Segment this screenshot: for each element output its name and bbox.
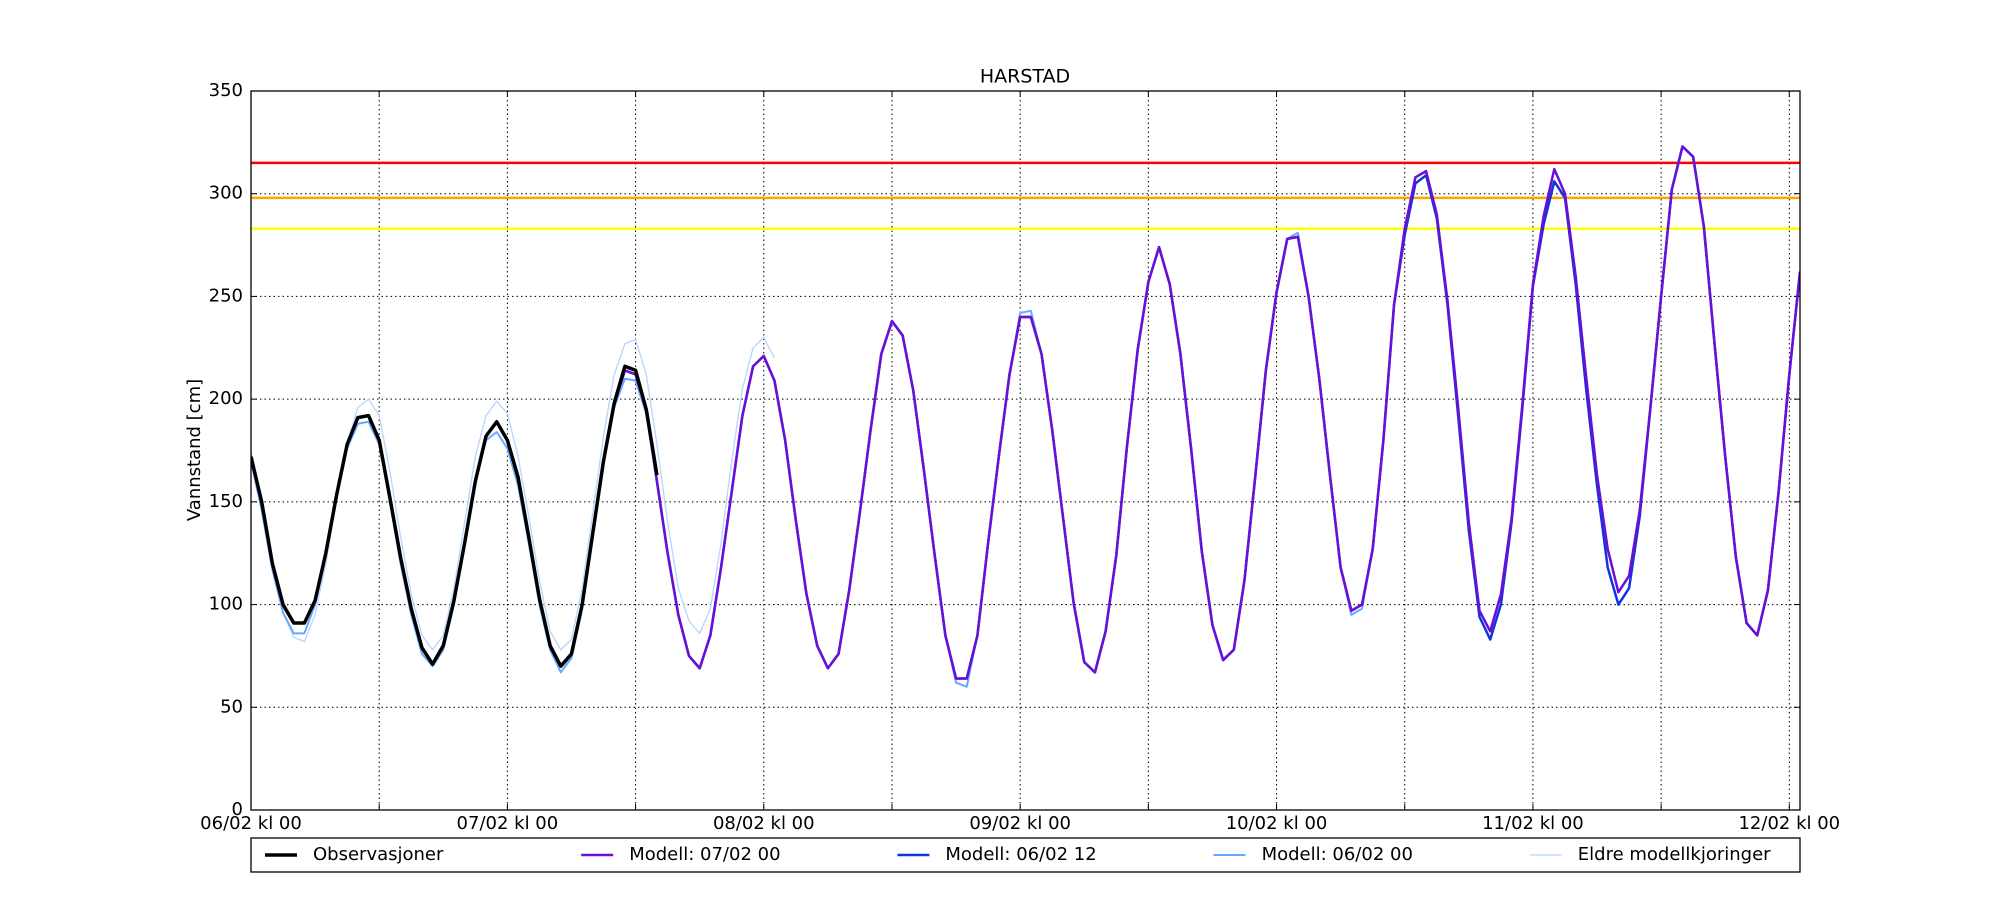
legend-label: Eldre modellkjoringer xyxy=(1578,844,1771,865)
y-tick-label: 200 xyxy=(209,388,243,409)
x-tick-label: 12/02 kl 00 xyxy=(1738,813,1840,834)
x-tick-label: 11/02 kl 00 xyxy=(1482,813,1584,834)
legend-label: Modell: 06/02 00 xyxy=(1262,844,1413,865)
x-tick-label: 08/02 kl 00 xyxy=(713,813,815,834)
x-tick-label: 07/02 kl 00 xyxy=(457,813,559,834)
legend-label: Modell: 07/02 00 xyxy=(629,844,780,865)
y-tick-label: 350 xyxy=(209,80,243,101)
y-tick-label: 0 xyxy=(232,799,243,820)
y-tick-label: 150 xyxy=(209,491,243,512)
y-tick-label: 100 xyxy=(209,594,243,615)
x-tick-label: 06/02 kl 00 xyxy=(200,813,302,834)
legend-label: Observasjoner xyxy=(313,844,444,865)
y-tick-label: 50 xyxy=(220,696,243,717)
series-line xyxy=(251,364,659,668)
series-line xyxy=(251,145,1800,680)
series-line xyxy=(251,336,776,651)
plot-frame xyxy=(250,90,1801,811)
y-tick-label: 300 xyxy=(209,183,243,204)
chart-title: HARSTAD xyxy=(980,66,1070,88)
y-axis-label: Vannstand [cm] xyxy=(184,379,205,521)
y-tick-label: 250 xyxy=(209,285,243,306)
x-tick-label: 09/02 kl 00 xyxy=(969,813,1071,834)
x-tick-label: 10/02 kl 00 xyxy=(1226,813,1328,834)
legend-label: Modell: 06/02 12 xyxy=(945,844,1096,865)
